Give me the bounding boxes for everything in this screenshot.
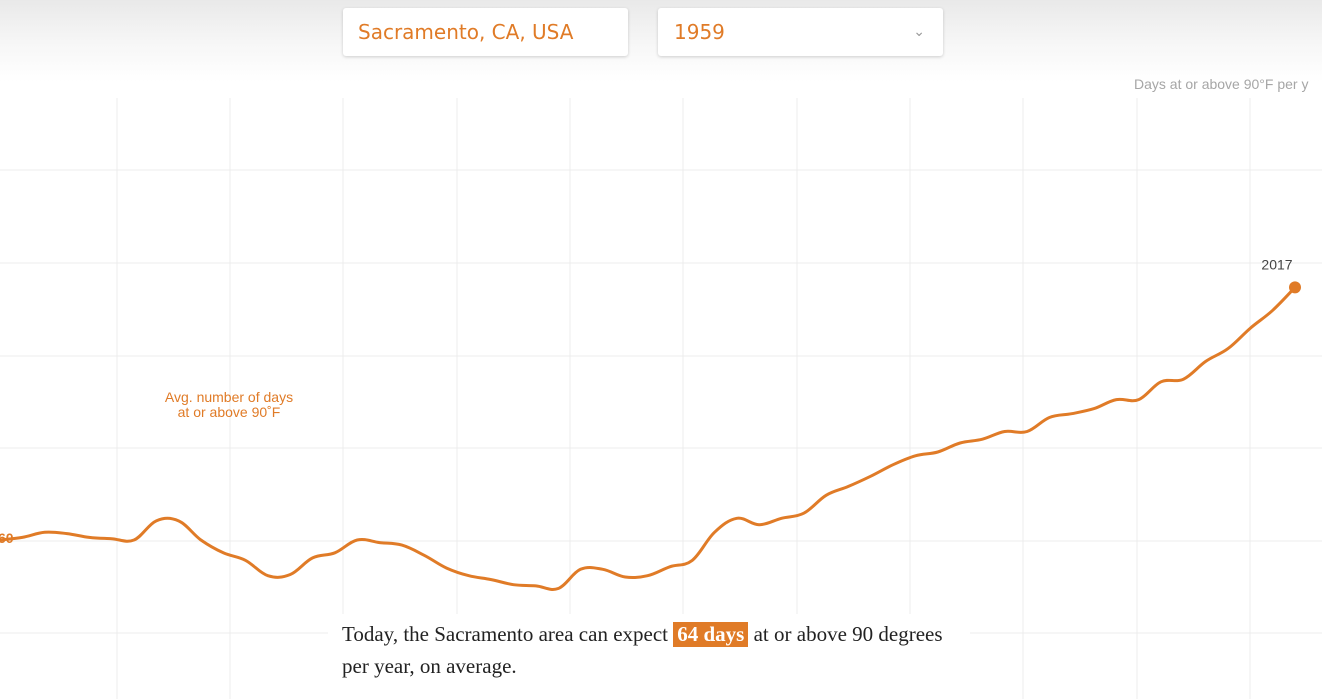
year-selector[interactable]: 1959 ⌄ xyxy=(658,8,943,56)
chart-annotation-line2: at or above 90˚F xyxy=(178,404,281,420)
y-axis-caption: Days at or above 90°F per y xyxy=(1134,76,1309,92)
chevron-down-icon[interactable]: ⌄ xyxy=(913,24,925,40)
location-selector[interactable]: Sacramento, CA, USA xyxy=(343,8,628,56)
series-line xyxy=(0,285,1297,591)
chart-annotation-line1: Avg. number of days xyxy=(165,389,293,405)
caption-text-after: at or above 90 degrees per year, on aver… xyxy=(342,622,943,678)
year-selector-value: 1959 xyxy=(674,20,725,44)
start-value-label: 60 xyxy=(0,530,14,546)
location-selector-value: Sacramento, CA, USA xyxy=(358,20,574,44)
summary-caption: Today, the Sacramento area can expect 64… xyxy=(328,614,970,699)
chart-grid xyxy=(0,98,1322,699)
end-year-label: 2017 xyxy=(1261,256,1292,272)
end-point-marker[interactable] xyxy=(1289,281,1301,294)
caption-text-before: Today, the Sacramento area can expect xyxy=(342,622,674,646)
caption-highlight-days: 64 days xyxy=(673,622,749,647)
